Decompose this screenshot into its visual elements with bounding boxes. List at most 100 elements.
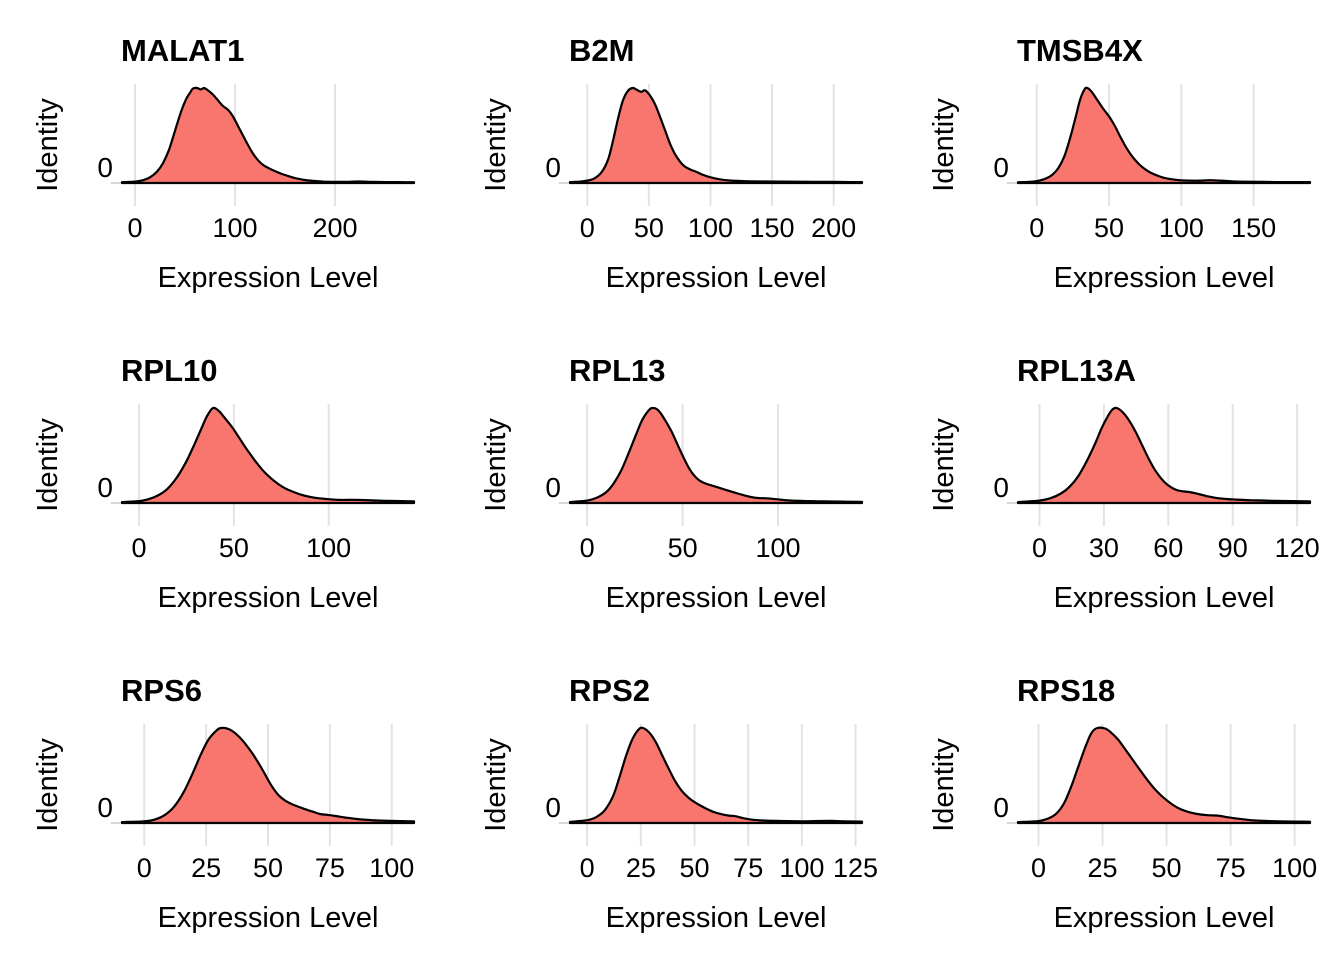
density-curve xyxy=(568,86,864,185)
x-tick-label-125: 125 xyxy=(833,853,878,883)
density-plot-svg: RPS18 Identity 00 25 50 75 100 Expression Level xyxy=(928,673,1317,934)
ridge-panel-B2M: B2M Identity 0 0 50 100 150 200 Expression Level xyxy=(448,0,896,320)
y-tick-label: 0 xyxy=(97,792,113,823)
density-curve xyxy=(120,726,416,825)
panel-title: RPS2 xyxy=(569,673,650,708)
panel-title: RPL10 xyxy=(121,353,217,388)
y-axis-label: Identity xyxy=(32,98,64,192)
x-tick-label-100: 100 xyxy=(306,533,351,563)
y-axis-label: Identity xyxy=(32,738,64,832)
panel-title: RPS18 xyxy=(1017,673,1115,708)
y-axis-label: Identity xyxy=(928,738,960,832)
density-curve xyxy=(1016,726,1312,825)
x-axis-label: Expression Level xyxy=(1054,902,1275,934)
x-tick-label-200: 200 xyxy=(312,213,357,243)
x-tick-label-25: 25 xyxy=(191,853,221,883)
y-tick-label: 0 xyxy=(97,472,113,503)
x-axis-label: Expression Level xyxy=(158,582,379,614)
x-tick-label-75: 75 xyxy=(1216,853,1246,883)
y-tick-label: 0 xyxy=(545,152,561,183)
panel-title: TMSB4X xyxy=(1017,33,1143,68)
panel-title: RPL13 xyxy=(569,353,665,388)
density-curve xyxy=(568,726,864,825)
density-plot-svg: MALAT1 Identity 00 100 200 Expression Level xyxy=(32,33,416,294)
density-curve xyxy=(120,86,416,185)
x-tick-label-90: 90 xyxy=(1218,533,1248,563)
x-tick-label-50: 50 xyxy=(1152,853,1182,883)
x-tick-label-100: 100 xyxy=(1272,853,1317,883)
x-axis-label: Expression Level xyxy=(606,582,827,614)
x-tick-label-50: 50 xyxy=(668,533,698,563)
ridge-panel-RPL13: RPL13 Identity 0 0 50 100 Expression Level xyxy=(448,320,896,640)
x-tick-label-100: 100 xyxy=(1159,213,1204,243)
y-tick-label: 0 xyxy=(993,472,1009,503)
x-tick-label-150: 150 xyxy=(750,213,795,243)
ridge-panel-RPS18: RPS18 Identity 0 0 25 50 75 100 Expression Level xyxy=(896,640,1344,960)
x-tick-label-120: 120 xyxy=(1275,533,1320,563)
y-tick-label: 0 xyxy=(545,792,561,823)
x-tick-label-50: 50 xyxy=(634,213,664,243)
density-plot-svg: RPL10 Identity 00 50 100 Expression Level xyxy=(32,353,416,614)
x-tick-label-75: 75 xyxy=(733,853,763,883)
x-tick-label-100: 100 xyxy=(212,213,257,243)
x-tick-label-0: 0 xyxy=(1029,213,1044,243)
x-axis-label: Expression Level xyxy=(606,902,827,934)
x-tick-label-0: 0 xyxy=(1031,853,1046,883)
y-tick-label: 0 xyxy=(545,472,561,503)
x-axis-label: Expression Level xyxy=(1054,262,1275,294)
x-tick-label-30: 30 xyxy=(1089,533,1119,563)
x-axis-label: Expression Level xyxy=(606,262,827,294)
density-curve xyxy=(1016,406,1312,505)
density-plot-svg: B2M Identity 00 50 100 150 200 Expression Level xyxy=(480,33,864,294)
x-tick-label-100: 100 xyxy=(369,853,414,883)
x-tick-label-75: 75 xyxy=(315,853,345,883)
density-plot-svg: RPL13 Identity 00 50 100 Expression Level xyxy=(480,353,864,614)
density-plot-svg: RPS6 Identity 00 25 50 75 100 Expression Level xyxy=(32,673,416,934)
y-axis-label: Identity xyxy=(928,418,960,512)
x-tick-label-50: 50 xyxy=(219,533,249,563)
x-tick-label-0: 0 xyxy=(580,213,595,243)
y-axis-label: Identity xyxy=(928,98,960,192)
panel-title: RPS6 xyxy=(121,673,202,708)
x-tick-label-0: 0 xyxy=(580,533,595,563)
y-axis-label: Identity xyxy=(480,98,512,192)
x-axis-label: Expression Level xyxy=(158,262,379,294)
density-plot-svg: TMSB4X Identity 00 50 100 150 Expression Level xyxy=(928,33,1312,294)
density-curve xyxy=(120,406,416,505)
x-tick-label-50: 50 xyxy=(253,853,283,883)
x-tick-label-100: 100 xyxy=(688,213,733,243)
panel-title: RPL13A xyxy=(1017,353,1136,388)
x-axis-label: Expression Level xyxy=(1054,582,1275,614)
ridge-panel-RPS6: RPS6 Identity 0 0 25 50 75 100 Expression Level xyxy=(0,640,448,960)
x-tick-label-0: 0 xyxy=(127,213,142,243)
x-tick-label-0: 0 xyxy=(137,853,152,883)
ridge-panel-RPS2: RPS2 Identity 0 0 25 50 75 100 125 Expression Lev… xyxy=(448,640,896,960)
ridge-panel-MALAT1: MALAT1 Identity 0 0 100 200 Expression Level xyxy=(0,0,448,320)
density-curve xyxy=(1016,86,1312,185)
x-tick-label-150: 150 xyxy=(1231,213,1276,243)
ridge-panel-RPL10: RPL10 Identity 0 0 50 100 Expression Level xyxy=(0,320,448,640)
x-tick-label-200: 200 xyxy=(811,213,856,243)
y-tick-label: 0 xyxy=(97,152,113,183)
x-tick-label-25: 25 xyxy=(626,853,656,883)
x-tick-label-0: 0 xyxy=(1032,533,1047,563)
y-axis-label: Identity xyxy=(480,738,512,832)
x-tick-label-60: 60 xyxy=(1153,533,1183,563)
panel-title: MALAT1 xyxy=(121,33,244,68)
x-tick-label-25: 25 xyxy=(1088,853,1118,883)
x-axis-label: Expression Level xyxy=(158,902,379,934)
ridge-panel-RPL13A: RPL13A Identity 0 0 30 60 90 120 Expression Leve… xyxy=(896,320,1344,640)
density-curve xyxy=(568,406,864,505)
y-axis-label: Identity xyxy=(480,418,512,512)
y-tick-label: 0 xyxy=(993,152,1009,183)
x-tick-label-100: 100 xyxy=(755,533,800,563)
ridge-panel-TMSB4X: TMSB4X Identity 0 0 50 100 150 Expression Level xyxy=(896,0,1344,320)
y-tick-label: 0 xyxy=(993,792,1009,823)
x-tick-label-0: 0 xyxy=(132,533,147,563)
x-tick-label-100: 100 xyxy=(779,853,824,883)
panel-title: B2M xyxy=(569,33,634,68)
